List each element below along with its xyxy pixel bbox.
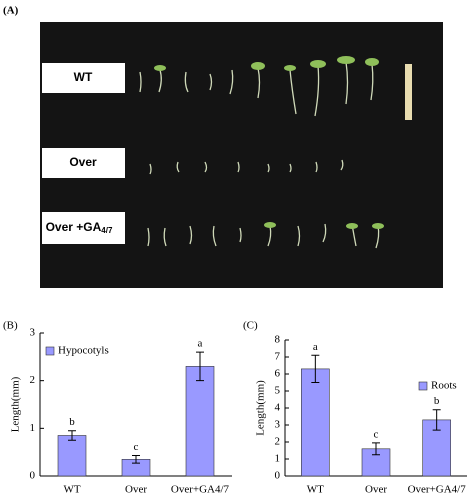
y-tick-label: 1 — [275, 453, 281, 465]
y-tick-label: 0 — [30, 470, 36, 482]
error-bar — [372, 442, 380, 456]
y-tick-label: 3 — [30, 327, 36, 339]
significance-letter: c — [374, 428, 379, 440]
legend-label: Roots — [431, 380, 457, 392]
row-label-box — [42, 148, 125, 178]
legend-label: Hypocotyls — [58, 345, 109, 357]
y-tick-label: 5 — [275, 385, 281, 397]
legend-swatch — [418, 381, 428, 391]
error-bar — [311, 354, 320, 383]
row-label: WT — [74, 70, 93, 84]
row-label-box — [42, 212, 125, 244]
error-bar — [132, 455, 140, 464]
y-tick-label: 8 — [275, 334, 281, 346]
y-tick-label: 7 — [275, 351, 281, 363]
significance-letter: a — [313, 341, 318, 353]
bar — [185, 366, 215, 477]
x-tick-label: WT — [307, 484, 324, 496]
y-tick-label: 4 — [275, 402, 281, 414]
bar — [301, 368, 330, 477]
y-tick-label: 1 — [30, 422, 36, 434]
scale-bar — [405, 64, 412, 120]
bar — [57, 435, 87, 477]
y-axis-label: Length(mm) — [255, 380, 267, 436]
row-label: Over +GA4/7 — [46, 220, 113, 235]
x-tick-label: Over+GA4/7 — [408, 484, 467, 496]
leaves — [154, 56, 384, 229]
row-label-box — [42, 63, 125, 93]
row-label-main: Over +GA — [46, 220, 102, 234]
row-label-sub: 4/7 — [101, 226, 113, 235]
y-tick-label: 2 — [30, 374, 36, 386]
error-bar — [196, 351, 204, 382]
panel-label: (C) — [243, 320, 258, 332]
x-tick-label: WT — [63, 484, 80, 496]
y-axis-label: Length(mm) — [10, 376, 22, 432]
x-tick-label: Over+GA4/7 — [171, 484, 230, 496]
significance-letter: c — [134, 441, 139, 453]
error-bar — [68, 430, 76, 441]
y-tick-label: 6 — [275, 368, 281, 380]
y-tick-label: 3 — [275, 419, 281, 431]
significance-letter: b — [69, 416, 75, 428]
error-bar — [432, 409, 441, 431]
y-tick-label: 2 — [275, 436, 281, 448]
seedlings — [139, 61, 380, 249]
y-tick-label: 0 — [275, 470, 281, 482]
legend-swatch — [45, 346, 55, 356]
significance-letter: a — [198, 338, 203, 350]
panel-label: (A) — [3, 5, 19, 17]
panel-label: (B) — [3, 320, 18, 332]
row-label: Over — [69, 155, 97, 169]
x-tick-label: Over — [365, 484, 387, 496]
x-tick-label: Over — [125, 484, 147, 496]
significance-letter: b — [434, 395, 440, 407]
